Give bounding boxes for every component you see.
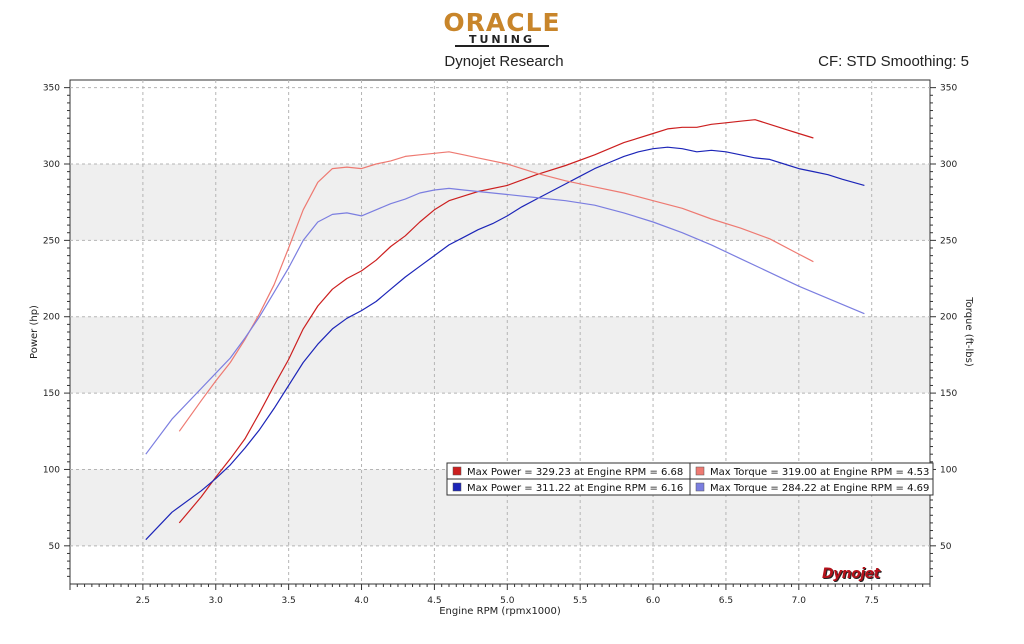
y-axis-left-title: Power (hp)	[29, 305, 40, 359]
x-tick-label: 2.5	[136, 596, 150, 606]
y-left-tick-label: 350	[43, 84, 60, 94]
y-left-tick-label: 100	[43, 465, 60, 475]
oracle-logo-word: ORACLE	[443, 8, 561, 37]
y-right-tick-label: 350	[940, 84, 957, 94]
y-right-tick-label: 200	[940, 313, 957, 323]
x-tick-label: 4.5	[427, 596, 441, 606]
dynojet-brand-logo: Dynojet	[822, 566, 880, 582]
x-tick-label: 5.0	[500, 596, 515, 606]
legend-swatch	[452, 482, 462, 492]
x-tick-label: 3.0	[209, 596, 224, 606]
y-left-tick-label: 250	[43, 236, 60, 246]
chart-title: Dynojet Research	[444, 53, 564, 70]
legend-entry: Max Power = 329.23 at Engine RPM = 6.68	[467, 467, 683, 478]
y-left-tick-label: 150	[43, 389, 60, 399]
series-line-4	[145, 187, 865, 455]
y-right-tick-label: 250	[940, 236, 957, 246]
x-tick-label: 7.0	[792, 596, 807, 606]
legend-entry: Max Torque = 284.22 at Engine RPM = 4.69	[710, 483, 929, 494]
plot-bands	[70, 164, 930, 546]
y-right-tick-label: 50	[940, 542, 952, 552]
series-line-1	[178, 119, 814, 524]
x-tick-label: 7.5	[865, 596, 879, 606]
x-tick-label: 6.5	[719, 596, 733, 606]
y-left-tick-label: 300	[43, 160, 60, 170]
y-axis-right-title: Torque (ft-lbs)	[963, 296, 974, 367]
x-tick-label: 5.5	[573, 596, 587, 606]
x-tick-label: 6.0	[646, 596, 661, 606]
series-line-3	[178, 151, 814, 432]
y-right-tick-label: 150	[940, 389, 957, 399]
oracle-logo-sub: TUNING	[469, 33, 535, 46]
y-left-tick-label: 50	[49, 542, 61, 552]
y-right-tick-label: 300	[940, 160, 957, 170]
legend: Max Power = 329.23 at Engine RPM = 6.68 M…	[446, 462, 934, 496]
grid-band	[70, 316, 930, 394]
correction-factor-text: CF: STD Smoothing: 5	[818, 53, 969, 70]
x-tick-label: 3.5	[281, 596, 295, 606]
x-tick-label: 4.0	[354, 596, 369, 606]
grid-band	[70, 164, 930, 241]
legend-swatch	[695, 466, 705, 476]
legend-entry: Max Power = 311.22 at Engine RPM = 6.16	[467, 483, 683, 494]
y-right-tick-label: 100	[940, 465, 957, 475]
x-axis-title: Engine RPM (rpmx1000)	[439, 606, 561, 617]
legend-swatch	[452, 466, 462, 476]
series-line-2	[145, 146, 865, 541]
series-lines	[145, 119, 865, 541]
y-left-tick-label: 200	[43, 313, 60, 323]
logo-rule	[455, 45, 549, 47]
legend-entry: Max Torque = 319.00 at Engine RPM = 4.53	[710, 467, 929, 478]
legend-swatch	[695, 482, 705, 492]
